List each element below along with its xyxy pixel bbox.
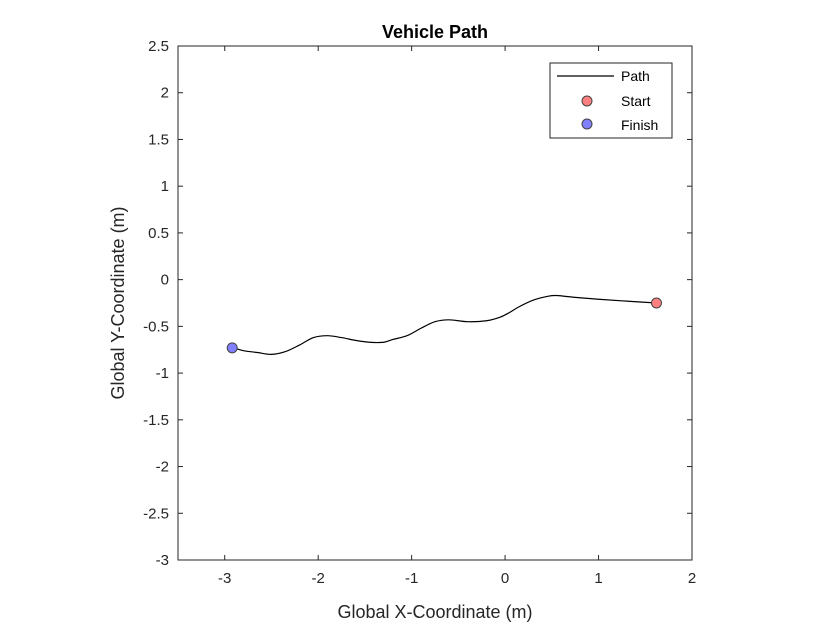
legend-start-marker (581, 95, 593, 107)
legend: Path Start Finish (549, 62, 673, 139)
x-tick-label: 1 (594, 570, 602, 587)
markers-group (226, 297, 662, 354)
y-tick-label: -2.5 (143, 505, 169, 522)
y-tick-label: 2.5 (148, 38, 169, 55)
x-axis-label: Global X-Coordinate (m) (337, 602, 532, 622)
x-tick-label: 2 (688, 570, 696, 587)
legend-label-start: Start (621, 93, 651, 109)
legend-finish-marker (581, 118, 593, 130)
y-tick-label: 1.5 (148, 131, 169, 148)
y-tick-label: -0.5 (143, 318, 169, 335)
x-tick-label: -2 (312, 570, 325, 587)
legend-label-finish: Finish (621, 117, 658, 133)
path-line (233, 294, 657, 356)
y-tick-label: -1.5 (143, 412, 169, 429)
y-tick-label: -1 (156, 365, 169, 382)
x-tick-label: -1 (405, 570, 418, 587)
axis-ticks: -3 -2 -1 0 1 2 2.5 2 1.5 1 0.5 0 -0.5 -1 -1.5 -2 -2.5 -3 (143, 38, 696, 587)
y-tick-label: 0.5 (148, 225, 169, 242)
x-tick-label: -3 (218, 570, 231, 587)
finish-marker (226, 342, 238, 354)
x-tick-label: 0 (501, 570, 509, 587)
y-tick-label: 2 (161, 85, 169, 102)
y-tick-label: -2 (156, 459, 169, 476)
legend-label-path: Path (621, 68, 650, 84)
y-tick-label: 0 (161, 272, 169, 289)
y-tick-label: 1 (161, 178, 169, 195)
start-marker (650, 297, 662, 309)
series-group (233, 294, 657, 356)
y-tick-label: -3 (156, 552, 169, 569)
y-axis-label: Global Y-Coordinate (m) (108, 206, 128, 399)
chart-title: Vehicle Path (382, 22, 488, 42)
